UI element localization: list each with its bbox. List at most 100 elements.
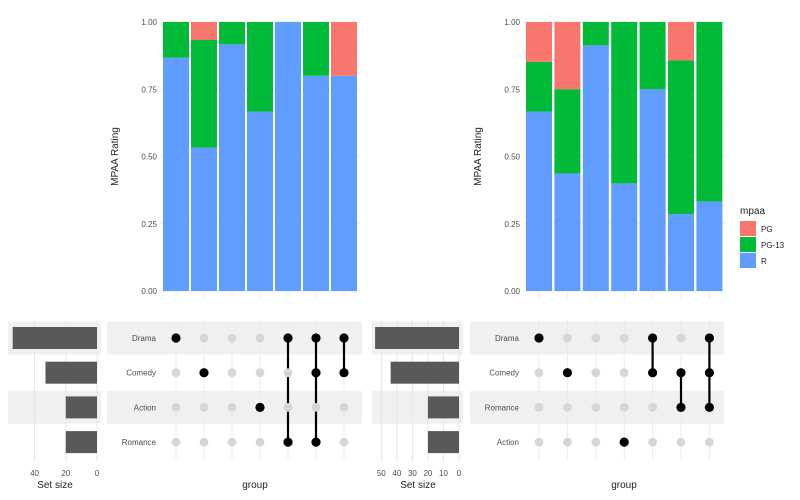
intersection-dot-filled (648, 333, 658, 343)
intersection-dot-empty (534, 403, 544, 412)
stacked-bars (163, 22, 357, 292)
legend-label: PG-13 (761, 241, 785, 250)
set-size-tick-label: 20 (423, 469, 432, 478)
intersection-dot-empty (227, 437, 237, 447)
y-tick-label: 0.75 (141, 85, 157, 94)
intersection-dot-filled (704, 368, 715, 378)
intersection-dot-filled (199, 368, 209, 378)
intersection-dot-filled (283, 333, 293, 343)
intersection-dot-empty (283, 368, 293, 378)
intersection-dot-empty (227, 368, 237, 378)
intersection-dot-empty (591, 403, 601, 412)
bar-segment-r (247, 111, 273, 292)
bar-segment-pg-13 (303, 22, 329, 76)
intersection-dot-empty (199, 333, 209, 343)
intersection-dot-empty (534, 368, 544, 378)
set-size-bar (45, 361, 97, 384)
bar-segment-r (582, 45, 609, 291)
set-size-tick-label: 0 (95, 469, 100, 478)
bar-segment-r (668, 214, 694, 291)
intersection-dot-filled (339, 368, 349, 378)
set-size-tick-label: 40 (30, 469, 39, 478)
intersection-dot-empty (199, 437, 209, 447)
intersection-dot-empty (339, 437, 349, 447)
intersection-dot-empty (255, 437, 265, 447)
intersection-dot-filled (648, 368, 658, 378)
bar-segment-r (191, 147, 217, 291)
set-size-bar (12, 327, 97, 349)
intersection-dot-empty (171, 437, 181, 447)
y-tick-label: 0.50 (141, 153, 157, 162)
bar-segment-r (696, 201, 723, 291)
intersection-dot-empty (591, 368, 601, 378)
intersection-dot-empty (705, 437, 714, 447)
set-label: Romance (122, 438, 157, 447)
intersection-dot-empty (648, 437, 657, 447)
bar-segment-r (303, 75, 329, 291)
intersection-dot-empty (648, 403, 657, 412)
bar-segment-r (639, 89, 666, 291)
upset-panel-1: 0.00 0.25 0.50 0.75 1.00 MPAA Rating Drama Come… (8, 18, 362, 491)
bar-segment-pg (526, 22, 552, 62)
bar-segment-r (611, 183, 638, 291)
intersection-dot-empty (255, 368, 265, 378)
set-size-label: Set size (37, 480, 73, 491)
y-axis-label: MPAA Rating (110, 127, 121, 186)
bar-segment-pg (668, 22, 694, 61)
intersection-dot-empty (171, 403, 181, 412)
legend-label: R (761, 257, 767, 266)
set-size-tick-label: 30 (408, 469, 417, 478)
bar-segment-pg-13 (219, 22, 245, 45)
legend-label: PG (761, 225, 773, 234)
set-size-tick-label: 0 (457, 469, 462, 478)
bar-segment-pg-13 (611, 22, 638, 184)
set-size-label: Set size (400, 480, 436, 491)
intersection-dot-filled (283, 437, 293, 447)
y-tick-label: 0.75 (504, 85, 520, 94)
intersection-dot-empty (619, 333, 629, 343)
set-label: Drama (132, 334, 157, 343)
intersection-dot-filled (562, 368, 573, 378)
set-label: Comedy (489, 369, 519, 378)
bar-segment-pg (554, 22, 581, 90)
intersection-matrix: Drama Comedy Action Romance (107, 320, 362, 460)
bar-segment-r (554, 173, 581, 291)
intersection-dot-filled (534, 333, 544, 343)
intersection-dot-empty (563, 403, 572, 412)
intersection-dot-empty (619, 403, 629, 412)
upset-panel-2: 0.00 0.25 0.50 0.75 1.00 MPAA Rating Drama Come… (372, 18, 726, 491)
bar-segment-pg-13 (247, 22, 273, 112)
y-tick-label: 1.00 (504, 18, 520, 27)
intersection-dot-empty (534, 437, 544, 447)
y-tick-label: 0.25 (141, 220, 157, 229)
set-size-bar (390, 361, 459, 384)
intersection-dot-empty (283, 403, 293, 412)
set-size-bar (427, 431, 459, 454)
bar-segment-pg-13 (554, 89, 581, 174)
set-size-bar (427, 396, 459, 419)
intersection-dot-filled (171, 333, 181, 343)
bar-segment-r (275, 22, 301, 291)
bar-segment-pg-13 (639, 22, 666, 90)
intersection-dot-filled (255, 402, 265, 412)
set-label: Drama (495, 334, 520, 343)
intersection-dot-filled (311, 333, 321, 343)
intersection-dot-filled (704, 333, 715, 343)
intersection-matrix: Drama Comedy Romance Action (470, 320, 724, 460)
intersection-dot-filled (619, 437, 629, 447)
intersection-dot-filled (676, 368, 686, 378)
set-size-panel: 50 40 30 20 10 0 Set size (372, 320, 463, 491)
y-axis-label: MPAA Rating (473, 127, 484, 186)
set-label: Romance (485, 403, 520, 412)
intersection-dot-empty (171, 368, 181, 378)
set-label: Comedy (126, 369, 156, 378)
intersection-dot-empty (563, 333, 572, 343)
bar-segment-pg-13 (582, 22, 609, 46)
bar-segment-r (219, 44, 245, 292)
bar-segment-pg-13 (191, 40, 217, 148)
intersection-dot-empty (339, 403, 349, 412)
set-size-panel: 40 20 0 Set size (8, 320, 101, 491)
bar-segment-pg (331, 22, 357, 76)
intersection-dot-empty (227, 403, 237, 412)
